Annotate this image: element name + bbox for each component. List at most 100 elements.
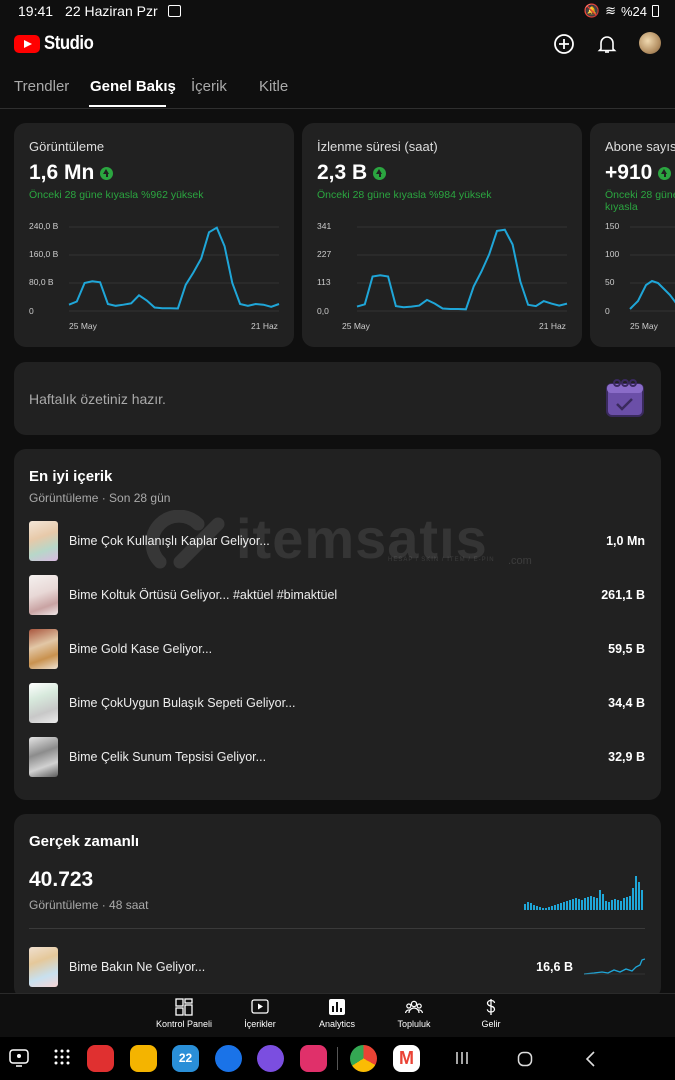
nav-analytics[interactable]: Analytics bbox=[297, 998, 377, 1029]
realtime-bar bbox=[572, 899, 574, 910]
gmail-app-icon[interactable]: M bbox=[393, 1045, 420, 1072]
realtime-bar bbox=[617, 900, 619, 910]
chrome-app-icon[interactable] bbox=[350, 1045, 377, 1072]
realtime-bar bbox=[614, 899, 616, 910]
content-row[interactable]: Bime Çelik Sunum Tepsisi Geliyor... 32,9… bbox=[29, 737, 645, 777]
metric-title: İzlenme süresi (saat) bbox=[317, 139, 438, 154]
views-card[interactable]: Görüntüleme 1,6 Mn Önceki 28 güne kıyasl… bbox=[14, 123, 294, 347]
status-time: 19:41 bbox=[18, 3, 54, 19]
divider bbox=[29, 928, 645, 929]
realtime-bar bbox=[548, 907, 550, 910]
metric-value: +910 bbox=[605, 161, 653, 184]
weekly-summary-card[interactable]: Haftalık özetiniz hazır. bbox=[14, 362, 661, 435]
views-chart: 240,0 B 160,0 B 80,0 B 0 25 May 21 Haz bbox=[29, 221, 280, 331]
account-avatar[interactable] bbox=[639, 32, 661, 54]
realtime-bar bbox=[593, 897, 595, 910]
bottom-navigation: Kontrol Paneli İçerikler Analytics Toplu… bbox=[0, 993, 675, 1038]
watermark-logo-icon bbox=[145, 510, 225, 569]
video-title: Bime Çelik Sunum Tepsisi Geliyor... bbox=[69, 750, 267, 764]
tab-audience[interactable]: Kitle bbox=[259, 78, 289, 95]
youtube-studio-logo[interactable]: Studio bbox=[14, 33, 100, 55]
nav-community[interactable]: Topluluk bbox=[374, 998, 454, 1029]
camera-app-icon[interactable] bbox=[300, 1045, 327, 1072]
y-tick: 160,0 B bbox=[29, 249, 59, 259]
realtime-bar bbox=[590, 896, 592, 910]
subscribers-card[interactable]: Abone sayısı +910 Önceki 28 güne kıyasla… bbox=[590, 123, 675, 347]
realtime-bar bbox=[605, 901, 607, 910]
mini-line-chart bbox=[584, 958, 645, 975]
y-tick: 240,0 B bbox=[29, 221, 59, 231]
realtime-bar bbox=[602, 894, 604, 910]
video-thumbnail bbox=[29, 683, 58, 723]
dashboard-icon bbox=[175, 998, 193, 1016]
y-tick: 0 bbox=[605, 306, 610, 316]
calendar-app-icon[interactable]: 22 bbox=[172, 1045, 199, 1072]
tab-overview[interactable]: Genel Bakış bbox=[90, 78, 176, 95]
content-row[interactable]: Bime Çok Kullanışlı Kaplar Geliyor... 1,… bbox=[29, 521, 645, 561]
video-title: Bime Gold Kase Geliyor... bbox=[69, 642, 213, 656]
create-icon[interactable] bbox=[552, 32, 576, 56]
realtime-bar bbox=[626, 897, 628, 910]
section-title: Gerçek zamanlı bbox=[29, 833, 140, 850]
content-row[interactable]: Bime Gold Kase Geliyor... 59,5 B bbox=[29, 629, 645, 669]
realtime-bar-chart bbox=[524, 876, 643, 910]
back-button-icon[interactable] bbox=[584, 1051, 596, 1067]
realtime-bar bbox=[530, 903, 532, 910]
video-title: Bime ÇokUygun Bulaşık Sepeti Geliyor... bbox=[69, 696, 296, 710]
community-icon bbox=[405, 1000, 423, 1014]
nav-earn[interactable]: Gelir bbox=[451, 998, 531, 1029]
weekly-summary-text: Haftalık özetiniz hazır. bbox=[29, 391, 166, 407]
realtime-bar bbox=[536, 906, 538, 910]
content-row[interactable]: Bime Koltuk Örtüsü Geliyor... #aktüel #b… bbox=[29, 575, 645, 615]
recents-button-icon[interactable] bbox=[455, 1051, 469, 1065]
video-title: Bime Çok Kullanışlı Kaplar Geliyor... bbox=[69, 534, 270, 548]
nav-label: Kontrol Paneli bbox=[155, 1019, 213, 1029]
notifications-bell-icon[interactable] bbox=[595, 32, 619, 56]
realtime-bar bbox=[524, 904, 526, 910]
x-tick-start: 25 May bbox=[69, 321, 98, 331]
video-thumbnail bbox=[29, 575, 58, 615]
realtime-bar bbox=[632, 888, 634, 910]
realtime-value: 40.723 bbox=[29, 868, 94, 891]
metric-comparison: Önceki 28 güne kıyasla %984 yüksek bbox=[317, 189, 492, 201]
video-views: 16,6 B bbox=[536, 960, 573, 974]
realtime-content-row[interactable]: Bime Bakın Ne Geliyor... 16,6 B bbox=[29, 947, 645, 987]
metric-title: Görüntüleme bbox=[29, 139, 105, 154]
app-drawer-icon[interactable] bbox=[54, 1049, 70, 1065]
battery-level: %24 bbox=[620, 3, 647, 19]
y-tick: 227 bbox=[317, 249, 331, 259]
y-tick: 50 bbox=[605, 277, 615, 287]
tab-content[interactable]: İçerik bbox=[191, 78, 227, 95]
video-title: Bime Koltuk Örtüsü Geliyor... #aktüel #b… bbox=[69, 588, 338, 602]
realtime-bar bbox=[599, 890, 601, 910]
nav-label: İçerikler bbox=[244, 1019, 276, 1029]
nav-dashboard[interactable]: Kontrol Paneli bbox=[144, 998, 224, 1029]
watch-time-card[interactable]: İzlenme süresi (saat) 2,3 B Önceki 28 gü… bbox=[302, 123, 582, 347]
nav-content[interactable]: İçerikler bbox=[220, 998, 300, 1029]
video-views: 32,9 B bbox=[608, 750, 645, 764]
realtime-bar bbox=[545, 908, 547, 910]
video-title: Bime Bakın Ne Geliyor... bbox=[69, 960, 206, 974]
realtime-subtitle: Görüntüleme · 48 saat bbox=[29, 898, 149, 912]
section-title: En iyi içerik bbox=[29, 468, 113, 485]
video-thumbnail bbox=[29, 629, 58, 669]
files-app-icon[interactable] bbox=[130, 1045, 157, 1072]
wifi-icon: ≋ bbox=[605, 3, 616, 18]
realtime-bar bbox=[623, 898, 625, 910]
content-row[interactable]: Bime ÇokUygun Bulaşık Sepeti Geliyor... … bbox=[29, 683, 645, 723]
recent-apps-edge-icon[interactable] bbox=[9, 1049, 29, 1067]
y-tick: 341 bbox=[317, 221, 331, 231]
internet-app-icon[interactable] bbox=[257, 1045, 284, 1072]
watermark-domain: .com bbox=[508, 555, 532, 567]
realtime-card[interactable]: Gerçek zamanlı 40.723 Görüntüleme · 48 s… bbox=[14, 814, 661, 999]
home-button-icon[interactable] bbox=[517, 1051, 533, 1067]
realtime-bar bbox=[539, 907, 541, 910]
y-tick: 0 bbox=[29, 306, 34, 316]
realtime-bar bbox=[575, 898, 577, 910]
video-thumbnail bbox=[29, 737, 58, 777]
notes-app-icon[interactable] bbox=[87, 1045, 114, 1072]
tab-trends[interactable]: Trendler bbox=[14, 78, 70, 95]
realtime-bar bbox=[638, 882, 640, 910]
video-views: 1,0 Mn bbox=[606, 534, 645, 548]
messages-app-icon[interactable] bbox=[215, 1045, 242, 1072]
